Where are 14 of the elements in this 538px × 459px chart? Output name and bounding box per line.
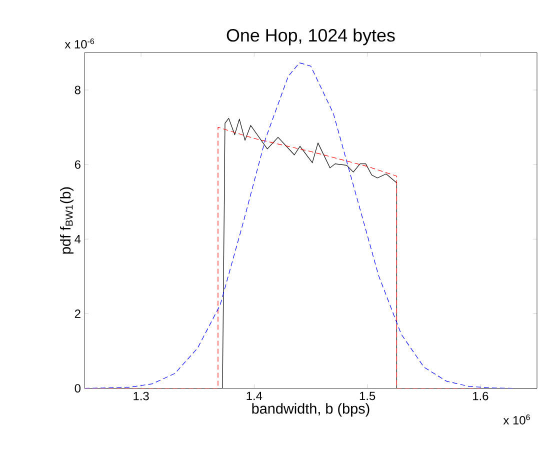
y-tick-label: 0 — [74, 384, 81, 393]
text: x 10$^{-6}$ — [64, 38, 94, 48]
x-tick-label: 1.3 — [134, 392, 149, 400]
x-tick-label: 1.5 — [360, 392, 376, 400]
x-tick-label: 1.6 — [473, 392, 488, 400]
y-tick-label: 2 — [74, 310, 80, 318]
y-tick-label: 8 — [74, 86, 80, 94]
chart-title: One Hop, 1024 bytes — [226, 28, 395, 46]
y-tick-label: 4 — [74, 235, 81, 244]
y-axis-title: pdf f$_{BW1}$(b) — [60, 187, 74, 254]
x-axis-title: bandwidth, b (bps) — [252, 403, 370, 417]
y-tick-label: 6 — [74, 160, 80, 169]
text: x 10$^{6}$ — [503, 414, 530, 425]
x-tick-label: 1.4 — [246, 392, 262, 400]
